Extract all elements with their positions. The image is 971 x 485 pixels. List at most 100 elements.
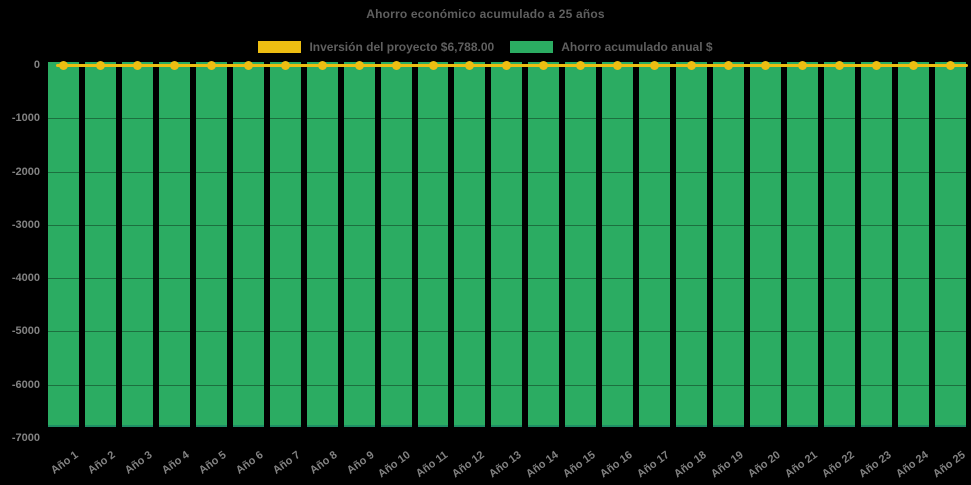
line-marker-dot (280, 60, 290, 70)
x-axis-label-cell: Año 16 (598, 441, 635, 485)
x-axis-label: Año 25 (930, 449, 968, 481)
x-axis-label-cell: Año 24 (894, 441, 931, 485)
x-axis-label: Año 4 (159, 449, 192, 477)
y-axis-tick-label: -1000 (11, 112, 40, 125)
savings-bar-año-11 (417, 62, 449, 427)
x-axis-label: Año 5 (196, 449, 229, 477)
legend-label: Ahorro acumulado anual $ (561, 40, 713, 54)
x-axis-label: Año 18 (672, 449, 709, 481)
savings-bar-año-21 (787, 62, 819, 427)
x-axis-label: Año 7 (270, 449, 303, 477)
y-axis-tick-label: 0 (33, 59, 40, 71)
line-marker-dot (761, 60, 771, 70)
x-axis-label: Año 19 (708, 449, 746, 481)
legend-item-investment[interactable]: Inversión del proyecto $6,788.00 (258, 40, 494, 54)
legend-label: Inversión del proyecto $6,788.00 (309, 40, 495, 54)
x-axis-label-cell: Año 13 (487, 441, 524, 485)
x-axis-label: Año 9 (344, 449, 377, 477)
gridline (46, 118, 968, 120)
y-axis: 0 -1000 -2000 -3000 -4000 -5000 -6000 -7000 (0, 0, 40, 485)
savings-bar-año-14 (528, 62, 560, 427)
y-axis-tick-label: -6000 (11, 378, 40, 391)
x-axis-label-cell: Año 25 (931, 441, 968, 485)
savings-bar-año-16 (602, 62, 634, 427)
x-axis-label-cell: Año 3 (122, 441, 155, 485)
line-marker-dot (834, 60, 844, 70)
x-axis-label-cell: Año 7 (270, 441, 303, 485)
x-axis-label-cell: Año 6 (233, 441, 266, 485)
gridline (46, 438, 968, 439)
savings-bar-año-6 (232, 62, 264, 427)
x-axis-label: Año 14 (524, 449, 561, 481)
line-marker-dot (391, 60, 401, 70)
line-marker-dot (58, 60, 68, 70)
x-axis-label-cell: Año 17 (635, 441, 672, 485)
x-axis-label-cell: Año 4 (159, 441, 192, 485)
savings-bar-año-1 (48, 62, 79, 427)
x-axis-label-cell: Año 1 (48, 441, 81, 485)
gridline (46, 224, 968, 226)
x-axis-label-cell: Año 22 (820, 441, 857, 485)
savings-bar-año-25 (934, 62, 966, 427)
savings-bar-año-8 (306, 62, 338, 427)
x-axis-label: Año 3 (122, 449, 155, 477)
x-axis-label: Año 1 (48, 449, 81, 477)
x-axis-label-cell: Año 23 (857, 441, 894, 485)
line-marker-dot (317, 60, 327, 70)
savings-bar-año-23 (860, 62, 892, 427)
x-axis-label: Año 6 (233, 449, 266, 477)
x-axis-label: Año 22 (819, 449, 857, 481)
y-axis-tick-label: -7000 (11, 432, 40, 444)
x-axis-label: Año 23 (856, 449, 894, 481)
x-axis-label: Año 2 (85, 449, 118, 477)
x-axis-label: Año 21 (782, 449, 820, 481)
x-axis-label-cell: Año 12 (450, 441, 487, 485)
gridline (46, 171, 968, 173)
line-marker-dot (613, 60, 623, 70)
x-axis-label-cell: Año 5 (196, 441, 229, 485)
savings-bar-año-12 (454, 62, 486, 427)
line-marker-dot (576, 60, 586, 70)
line-marker-dot (908, 60, 918, 70)
line-marker-dot (95, 60, 105, 70)
y-axis-tick-label: -4000 (11, 272, 40, 285)
savings-bar-año-15 (565, 62, 597, 427)
savings-bar-año-17 (639, 62, 671, 427)
savings-bar-año-13 (491, 62, 523, 427)
legend-swatch-investment (258, 41, 302, 53)
line-marker-dot (539, 60, 549, 70)
line-marker-dot (243, 60, 253, 70)
x-axis-label: Año 16 (598, 449, 635, 481)
savings-bar-año-20 (750, 62, 782, 427)
savings-bar-año-7 (269, 62, 301, 427)
line-marker-dot (169, 60, 179, 70)
y-axis-tick-label: -2000 (11, 165, 40, 178)
x-axis-label-cell: Año 19 (709, 441, 746, 485)
line-marker-dot (798, 60, 808, 70)
legend-item-savings[interactable]: Ahorro acumulado anual $ (510, 40, 713, 54)
x-axis-label-cell: Año 15 (561, 441, 598, 485)
x-axis-label-cell: Año 10 (376, 441, 413, 485)
legend-swatch-savings (510, 41, 554, 53)
gridline (46, 278, 968, 280)
x-axis-label-cell: Año 18 (672, 441, 709, 485)
savings-bar-año-9 (343, 62, 375, 427)
chart-title: Ahorro económico acumulado a 25 años (366, 7, 605, 21)
line-marker-dot (871, 60, 881, 70)
gridline (46, 384, 968, 386)
savings-bar-año-5 (195, 62, 227, 427)
x-axis-label: Año 17 (635, 449, 672, 481)
savings-bar-año-2 (84, 62, 116, 427)
x-axis-label: Año 24 (893, 449, 931, 481)
savings-bar-año-19 (713, 62, 745, 427)
bar-series-savings (46, 62, 968, 427)
x-axis-label-cell: Año 20 (746, 441, 783, 485)
x-axis-label: Año 15 (561, 449, 598, 481)
x-axis-label: Año 12 (450, 449, 488, 481)
x-axis-label: Año 13 (487, 449, 524, 481)
x-axis-labels: Año 1 Año 2 Año 3 Año 4 Año 5 Año 6 Año 7 Año 8… (46, 441, 968, 485)
x-axis-label-cell: Año 14 (524, 441, 561, 485)
x-axis-label-cell: Año 21 (783, 441, 820, 485)
x-axis-label-cell: Año 9 (344, 441, 377, 485)
